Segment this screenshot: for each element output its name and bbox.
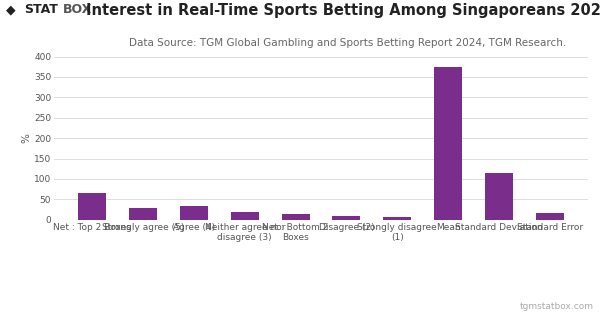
Bar xyxy=(485,173,513,220)
Bar xyxy=(434,67,462,220)
Text: ◆: ◆ xyxy=(6,3,20,16)
Text: tgmstatbox.com: tgmstatbox.com xyxy=(520,302,594,311)
Bar xyxy=(78,193,106,220)
Bar xyxy=(180,206,208,220)
Bar xyxy=(231,212,259,220)
Bar xyxy=(383,217,411,220)
Text: Data Source: TGM Global Gambling and Sports Betting Report 2024, TGM Research.: Data Source: TGM Global Gambling and Spo… xyxy=(130,38,566,48)
Bar xyxy=(129,208,157,220)
Bar xyxy=(536,213,564,220)
Bar xyxy=(281,214,310,220)
Bar xyxy=(332,216,361,220)
Text: Interest in Real-Time Sports Betting Among Singaporeans 2024: Interest in Real-Time Sports Betting Amo… xyxy=(86,3,600,18)
Y-axis label: %: % xyxy=(21,133,31,143)
Text: STAT: STAT xyxy=(24,3,58,16)
Text: BOX: BOX xyxy=(63,3,92,16)
